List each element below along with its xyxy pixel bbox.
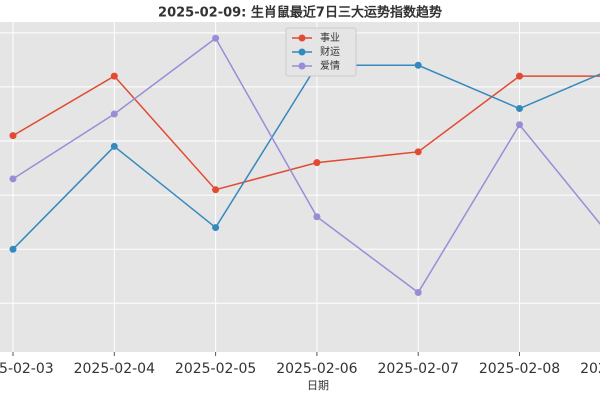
legend-label: 爱情 [320,59,340,72]
legend-label: 事业 [320,31,340,44]
data-point [9,245,17,253]
legend-label: 财运 [320,45,340,58]
data-point [9,132,17,140]
chart-title: 2025-02-09: 生肖鼠最近7日三大运势指数趋势 [158,5,442,21]
data-point [313,159,321,167]
x-tick-label: 2025-02-03 [0,361,54,377]
legend-marker [298,48,306,56]
data-point [212,34,220,42]
legend-marker [298,34,306,42]
data-point [212,186,220,194]
data-point [313,213,321,221]
x-tick-label: 2025-02-09 [580,361,600,377]
x-tick-label: 2025-02-07 [378,361,459,377]
data-point [110,142,118,150]
x-tick-label: 2025-02-04 [74,361,155,377]
data-point [414,148,422,156]
data-point [516,105,523,113]
data-point [516,121,523,129]
data-point [414,61,422,69]
data-point [516,72,523,80]
data-point [212,224,220,232]
x-axis-label: 日期 [307,379,329,392]
x-tick-label: 2025-02-06 [276,361,357,377]
data-point [110,110,118,118]
data-point [110,72,118,80]
x-tick-label: 2025-02-08 [479,361,560,377]
data-point [9,175,17,183]
legend-marker [298,62,306,70]
x-tick-label: 2025-02-05 [175,361,256,377]
data-point [414,288,422,296]
